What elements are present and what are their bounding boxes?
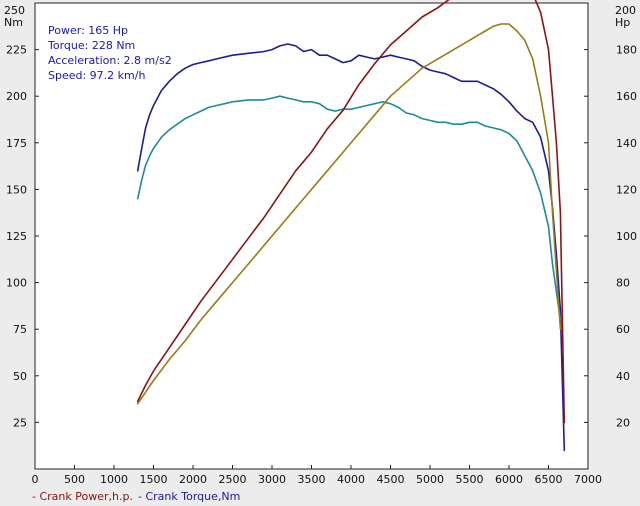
- x-tick-label: 2000: [179, 473, 207, 486]
- left-tick-label: 50: [13, 370, 27, 383]
- right-tick-label: 60: [616, 323, 630, 336]
- x-tick-label: 6500: [535, 473, 563, 486]
- right-axis-unit: Hp: [615, 16, 630, 29]
- right-tick-label: 40: [616, 370, 630, 383]
- right-tick-label: 100: [616, 230, 637, 243]
- x-tick-label: 1500: [140, 473, 168, 486]
- left-tick-label: 225: [6, 44, 27, 57]
- left-axis-unit: Nm: [4, 16, 23, 29]
- right-tick-label: 20: [616, 416, 630, 429]
- left-tick-label: 150: [6, 183, 27, 196]
- x-tick-label: 3000: [258, 473, 286, 486]
- info-torque: Torque: 228 Nm: [47, 39, 135, 52]
- plot-area: [34, 2, 589, 470]
- x-tick-label: 7000: [574, 473, 602, 486]
- right-tick-label: 80: [616, 277, 630, 290]
- right-tick-label: 140: [616, 137, 637, 150]
- info-box: Power: 165 Hp Torque: 228 Nm Acceleratio…: [47, 24, 172, 82]
- series-layer: [136, 0, 566, 452]
- right-tick-label: 160: [616, 90, 637, 103]
- left-tick-label: 75: [13, 323, 27, 336]
- legend-crank-power: - Crank Power,h.p.: [32, 490, 133, 503]
- right-axis-ticks: 20 40 60 80 100 120 140 160 180: [584, 44, 637, 429]
- x-tick-label: 2500: [219, 473, 247, 486]
- x-tick-label: 1000: [100, 473, 128, 486]
- x-tick-label: 5000: [416, 473, 444, 486]
- x-tick-label: 0: [32, 473, 39, 486]
- series-line-crank-power-baseline: [136, 23, 562, 405]
- x-tick-label: 5500: [456, 473, 484, 486]
- info-speed: Speed: 97.2 km/h: [48, 69, 145, 82]
- x-tick-label: 4500: [377, 473, 405, 486]
- info-power: Power: 165 Hp: [48, 24, 128, 37]
- left-tick-label: 175: [6, 137, 27, 150]
- right-axis-top-label: 200: [615, 4, 636, 17]
- x-tick-label: 6000: [495, 473, 523, 486]
- right-tick-label: 120: [616, 183, 637, 196]
- left-axis-ticks: 25 50 75 100 125 150 175 200 225: [6, 44, 39, 429]
- x-tick-label: 4000: [337, 473, 365, 486]
- left-tick-label: 200: [6, 90, 27, 103]
- left-axis-top-label: 250: [4, 4, 25, 17]
- legend: - Crank Power,h.p. - Crank Torque,Nm: [32, 490, 240, 503]
- series-line-crank-power-h-p: [136, 0, 566, 424]
- legend-crank-torque: - Crank Torque,Nm: [138, 490, 240, 503]
- right-tick-label: 180: [616, 44, 637, 57]
- x-axis-ticks: 0 500 1000 1500 2000 2500 3000 3500 4000 4500 5000…: [32, 465, 602, 486]
- series-line-crank-torque-baseline: [136, 95, 562, 321]
- info-acceleration: Acceleration: 2.8 m/s2: [48, 54, 172, 67]
- left-tick-label: 125: [6, 230, 27, 243]
- left-tick-label: 100: [6, 277, 27, 290]
- x-tick-label: 3500: [298, 473, 326, 486]
- series-line-crank-torque-nm: [136, 43, 566, 452]
- left-tick-label: 25: [13, 416, 27, 429]
- x-tick-label: 500: [64, 473, 85, 486]
